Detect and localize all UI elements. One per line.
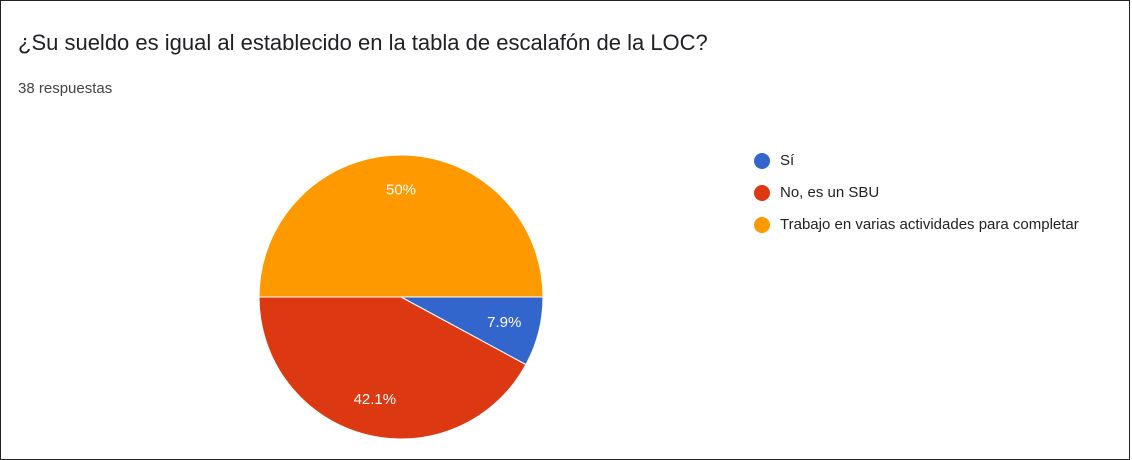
chart-title: ¿Su sueldo es igual al establecido en la… [18,30,708,55]
legend-swatch [754,153,770,169]
legend-label: No, es un SBU [780,184,880,201]
slice-label: 50% [386,181,416,198]
pie-slice [258,296,527,440]
legend-swatch [754,185,770,201]
legend-swatch [754,217,770,233]
response-count: 38 respuestas [18,80,113,97]
legend-label: Sí [780,152,795,169]
legend-item: No, es un SBU [752,182,1082,204]
slice-label: 42.1% [354,391,397,408]
slice-label: 7.9% [487,314,521,331]
pie-slice [258,154,544,298]
legend: Sí No, es un SBU Trabajo en varias activid… [752,150,1082,246]
legend-item: Trabajo en varias actividades para compl… [752,214,1082,236]
legend-item: Sí [752,150,1082,172]
chart: 7.9% 42.1% 50% [258,154,544,440]
legend-label: Trabajo en varias actividades para compl… [780,216,1079,233]
